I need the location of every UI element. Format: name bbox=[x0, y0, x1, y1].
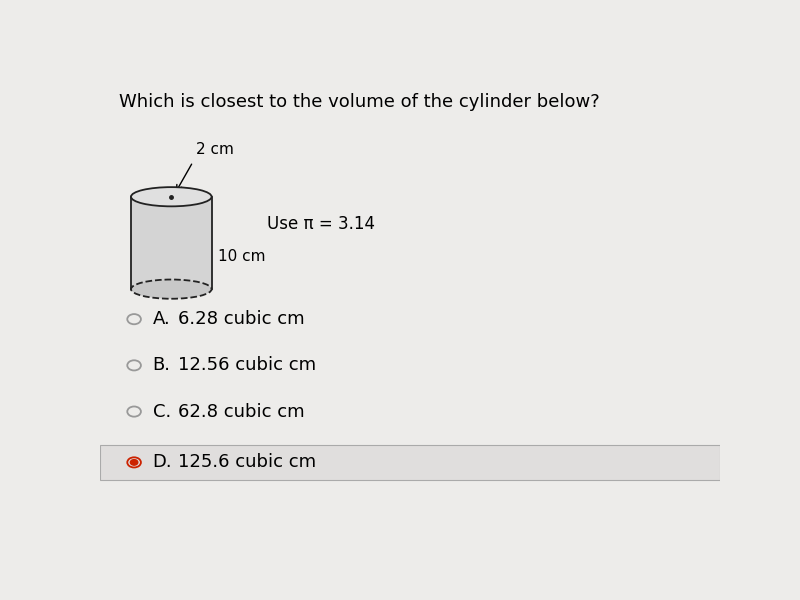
Text: 12.56 cubic cm: 12.56 cubic cm bbox=[178, 356, 316, 374]
Text: 125.6 cubic cm: 125.6 cubic cm bbox=[178, 454, 316, 472]
Text: 2 cm: 2 cm bbox=[196, 142, 234, 157]
Text: D.: D. bbox=[153, 454, 172, 472]
Text: 62.8 cubic cm: 62.8 cubic cm bbox=[178, 403, 304, 421]
Ellipse shape bbox=[131, 280, 211, 299]
Text: 6.28 cubic cm: 6.28 cubic cm bbox=[178, 310, 304, 328]
Text: A.: A. bbox=[153, 310, 170, 328]
Text: 10 cm: 10 cm bbox=[218, 250, 266, 264]
Circle shape bbox=[130, 460, 138, 465]
Ellipse shape bbox=[131, 187, 211, 206]
Bar bbox=[100, 445, 720, 480]
Text: Use π = 3.14: Use π = 3.14 bbox=[267, 215, 375, 233]
Text: Which is closest to the volume of the cylinder below?: Which is closest to the volume of the cy… bbox=[118, 93, 599, 111]
Text: B.: B. bbox=[153, 356, 170, 374]
Polygon shape bbox=[131, 197, 211, 289]
Text: C.: C. bbox=[153, 403, 171, 421]
